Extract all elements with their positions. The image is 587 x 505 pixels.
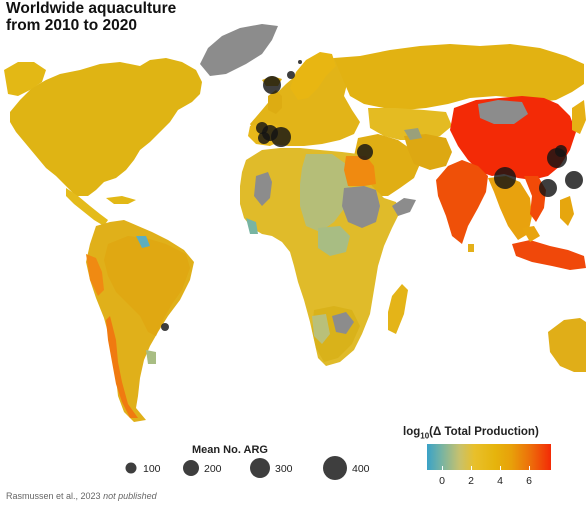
north-america bbox=[10, 58, 202, 196]
alaska bbox=[4, 62, 46, 96]
arg-bubble bbox=[258, 132, 270, 144]
sahel-green bbox=[300, 154, 350, 232]
size-legend-bubble-400 bbox=[323, 456, 347, 480]
somalia bbox=[392, 198, 416, 216]
size-legend-label-100: 100 bbox=[143, 463, 161, 475]
arg-bubble bbox=[263, 76, 281, 94]
bubble-layer bbox=[161, 60, 583, 331]
madagascar bbox=[388, 284, 408, 334]
brazil bbox=[104, 236, 190, 336]
caribbean bbox=[106, 196, 136, 204]
arabia-grey bbox=[404, 128, 422, 140]
namibia bbox=[312, 314, 330, 344]
size-legend-label-300: 300 bbox=[275, 463, 293, 475]
europe bbox=[250, 58, 360, 146]
title-line-1: Worldwide aquaculture bbox=[6, 0, 177, 17]
colorbar-mark-0 bbox=[442, 466, 443, 470]
arg-bubble bbox=[298, 60, 302, 64]
colorbar-mark-2 bbox=[471, 466, 472, 470]
arg-bubble bbox=[271, 127, 291, 147]
india bbox=[436, 160, 488, 244]
title-line-2: from 2010 to 2020 bbox=[6, 17, 137, 34]
caption: Rasmussen et al., 2023 not published bbox=[6, 491, 157, 501]
australia bbox=[548, 318, 586, 372]
size-legend-label-200: 200 bbox=[204, 463, 222, 475]
sri-lanka bbox=[468, 244, 474, 252]
colorbar-tick-4: 4 bbox=[497, 475, 503, 487]
arg-bubble bbox=[287, 71, 295, 79]
colorbar-tick-6: 6 bbox=[526, 475, 532, 487]
size-legend-bubbles bbox=[125, 456, 347, 480]
arg-bubble bbox=[565, 171, 583, 189]
central-america bbox=[66, 188, 108, 226]
indonesia bbox=[512, 240, 586, 270]
egypt bbox=[344, 156, 376, 186]
greenland bbox=[200, 24, 278, 76]
map-title: Worldwide aquaculture from 2010 to 2020 bbox=[6, 0, 176, 34]
size-legend-bubble-200 bbox=[183, 460, 199, 476]
southeast-asia bbox=[488, 176, 532, 240]
west-africa-teal bbox=[246, 218, 258, 234]
malaysia bbox=[522, 226, 540, 242]
central-africa-green bbox=[318, 226, 350, 256]
central-asia bbox=[368, 108, 452, 140]
uruguay bbox=[146, 350, 156, 364]
colorbar bbox=[427, 444, 551, 470]
size-legend-bubble-100 bbox=[125, 462, 137, 474]
colorbar-tick-0: 0 bbox=[439, 475, 445, 487]
size-legend-title: Mean No. ARG bbox=[192, 444, 268, 456]
size-legend-bubble-300 bbox=[250, 458, 270, 478]
caption-status: not published bbox=[103, 491, 157, 501]
land-layer bbox=[4, 24, 586, 422]
size-legend-label-400: 400 bbox=[352, 463, 370, 475]
arg-bubble bbox=[539, 179, 557, 197]
japan bbox=[572, 100, 586, 134]
colorbar-mark-4 bbox=[500, 466, 501, 470]
iran bbox=[404, 134, 452, 170]
guyana bbox=[136, 236, 150, 248]
peru bbox=[86, 254, 104, 296]
caption-author: Rasmussen et al., 2023 bbox=[6, 491, 101, 501]
color-legend-title-prefix: log bbox=[403, 426, 421, 438]
zambia bbox=[332, 312, 354, 334]
arg-bubble bbox=[555, 145, 567, 157]
scandinavia bbox=[290, 52, 336, 100]
colorbar-mark-6 bbox=[529, 466, 530, 470]
color-legend-title-suffix: (Δ Total Production) bbox=[429, 426, 539, 438]
uk bbox=[268, 90, 282, 114]
arg-bubble bbox=[161, 323, 169, 331]
mauritania bbox=[254, 172, 272, 206]
colorbar-tick-2: 2 bbox=[468, 475, 474, 487]
arg-bubble bbox=[357, 144, 373, 160]
chile bbox=[106, 316, 138, 418]
mongolia bbox=[478, 100, 528, 124]
color-legend-title: log10(Δ Total Production) bbox=[403, 426, 539, 440]
russia bbox=[334, 44, 584, 110]
philippines bbox=[560, 196, 574, 226]
sudan bbox=[342, 186, 380, 228]
color-legend-title-sub: 10 bbox=[420, 431, 430, 441]
arg-bubble bbox=[494, 167, 516, 189]
